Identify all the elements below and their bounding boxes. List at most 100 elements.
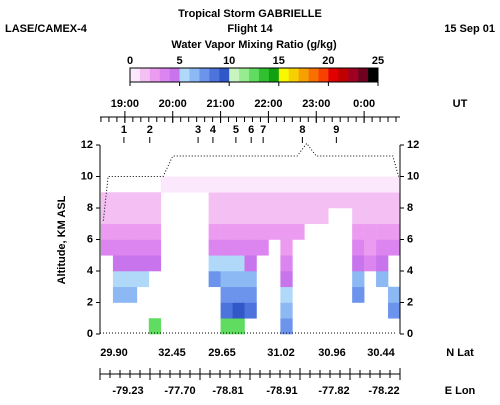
colorbar-swatch (239, 68, 250, 82)
x-axis-label: UT (453, 98, 468, 110)
colorbar-title: Water Vapor Mixing Ratio (g/kg) (171, 39, 337, 51)
heatmap-cell (232, 208, 245, 225)
colorbar-swatch (249, 68, 260, 82)
chart-title: Tropical Storm GABRIELLE (178, 8, 322, 20)
heatmap-cell (220, 271, 233, 288)
x-tick-label: 20:00 (159, 98, 187, 110)
heatmap-cell (208, 271, 221, 288)
colorbar-frame (129, 67, 379, 83)
heatmap-cell (232, 239, 245, 256)
lon-label: -78.81 (212, 385, 243, 397)
heatmap-cell (124, 286, 138, 303)
heatmap-cell (316, 208, 329, 225)
marker-label: 7 (260, 124, 266, 136)
x-tick-label: 22:00 (254, 98, 282, 110)
heatmap-cell (220, 255, 233, 272)
heatmap-cell (244, 192, 257, 209)
heatmap-cell (148, 318, 162, 335)
heatmap-cell (220, 192, 233, 209)
heatmap-cell (292, 223, 305, 240)
colorbar-swatch (318, 68, 329, 82)
heatmap-cell (232, 223, 245, 240)
heatmap-cell (280, 286, 293, 303)
heatmap-cell (280, 255, 293, 272)
heatmap-cell (244, 176, 257, 193)
lon-label: -77.82 (318, 385, 349, 397)
heatmap-cell (316, 176, 329, 193)
heatmap-cell (244, 208, 257, 225)
heatmap-cell (268, 176, 281, 193)
colorbar-swatch (149, 68, 161, 82)
colorbar-swatch (258, 68, 270, 82)
colorbar-swatch (308, 68, 319, 82)
heatmap-cell (244, 286, 257, 303)
lat-label: 29.65 (208, 347, 236, 359)
heatmap-cell (256, 176, 269, 193)
heatmap-cell (232, 271, 245, 288)
colorbar-swatch (169, 68, 180, 82)
heatmap-cell (148, 208, 162, 225)
heatmap-cell (124, 192, 138, 209)
heatmap-cell (280, 223, 293, 240)
colorbar-tick-label: 0 (127, 55, 133, 67)
colorbar-swatch (368, 68, 379, 82)
colorbar-tick-label: 25 (372, 55, 384, 67)
heatmap-cell (280, 176, 293, 193)
heatmap-cell (100, 208, 114, 225)
y-tick-label-right: 0 (407, 328, 413, 340)
marker-label: 3 (195, 124, 201, 136)
heatmap-cell (292, 208, 305, 225)
heatmap-cell (112, 223, 126, 240)
heatmap-cell (208, 239, 221, 256)
heatmap-cell (220, 302, 233, 319)
heatmap-cell (160, 176, 174, 193)
heatmap-cell (376, 271, 389, 288)
heatmap-cell (208, 176, 221, 193)
colorbar-tick-label: 5 (177, 55, 183, 67)
header-right: 15 Sep 01 (444, 23, 495, 35)
x-tick-label: 23:00 (302, 98, 330, 110)
heatmap-cell (232, 318, 245, 335)
heatmap-cell (376, 223, 389, 240)
x-tick-label: 19:00 (111, 98, 139, 110)
colorbar-swatch (268, 68, 280, 82)
y-tick-label-right: 8 (407, 202, 413, 214)
heatmap-cell (220, 176, 233, 193)
flight-altitude (102, 142, 400, 221)
marker-label: 9 (333, 124, 339, 136)
colorbar-tick-label: 15 (273, 55, 285, 67)
heatmap-cell (112, 286, 126, 303)
colorbar-swatch (298, 68, 309, 82)
heatmap-cell (232, 302, 245, 319)
y-tick-label-right: 12 (407, 139, 419, 151)
heatmap-cell (244, 239, 257, 256)
heatmap-cell (352, 192, 365, 209)
heatmap-cell (112, 255, 126, 272)
heatmap-cell (256, 223, 269, 240)
heatmap-cell (208, 223, 221, 240)
y-tick-label: 2 (87, 296, 93, 308)
heatmap-cell (208, 192, 221, 209)
lat-label: N Lat (446, 347, 474, 359)
heatmap-cell (352, 176, 365, 193)
y-tick-label-right: 2 (407, 296, 413, 308)
heatmap-cell (268, 208, 281, 225)
colorbar-swatch (219, 68, 230, 82)
colorbar-swatch (209, 68, 220, 82)
marker-label: 6 (248, 124, 254, 136)
heatmap-cell (256, 239, 269, 256)
y-axis-label: Altitude, KM ASL (56, 195, 68, 284)
heatmap-cell (196, 176, 209, 193)
marker-label: 1 (121, 124, 127, 136)
y-tick-label: 4 (87, 265, 94, 277)
chart-subtitle: Flight 14 (227, 23, 273, 35)
colorbar-swatch (338, 68, 349, 82)
heatmap-cell (388, 192, 401, 209)
marker-label: 4 (210, 124, 217, 136)
lon-label: -78.22 (368, 385, 399, 397)
heatmap-cell (304, 192, 317, 209)
lon-label: -78.91 (266, 385, 297, 397)
heatmap-cell (388, 223, 401, 240)
lon-label: -77.70 (164, 385, 195, 397)
x-tick-label: 0:00 (353, 98, 375, 110)
